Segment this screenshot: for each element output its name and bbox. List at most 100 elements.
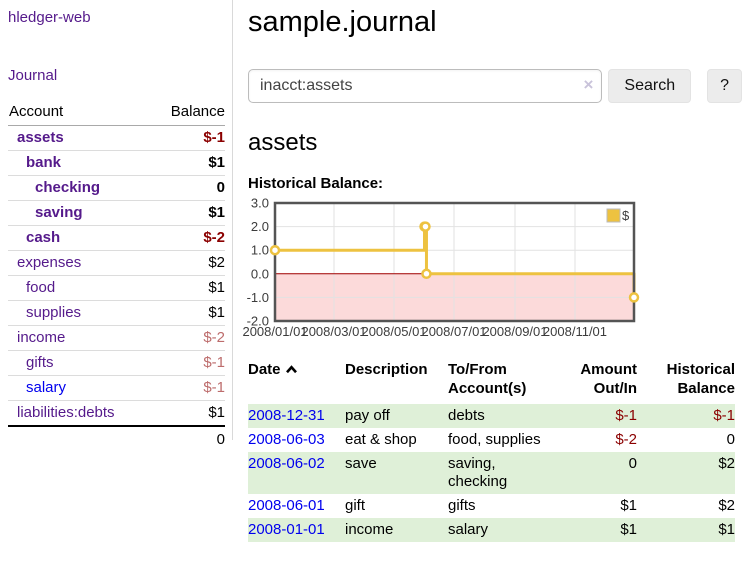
register-table-body: 2008-12-31 pay off debts $-1 $-1 2008-06-03 ea… <box>248 404 735 543</box>
account-balance: $1 <box>150 300 225 326</box>
account-row: food $1 <box>8 275 225 301</box>
register-header-accounts: To/From Account(s) <box>448 361 527 398</box>
transaction-date-link[interactable]: 2008-06-01 <box>248 497 325 515</box>
account-balance: $-2 <box>150 225 225 251</box>
page-title: sample.journal <box>248 6 437 38</box>
register-table: Date Description To/From Account(s) Amoun… <box>248 358 735 543</box>
help-button[interactable]: ? <box>707 69 742 104</box>
y-tick-label: 3.0 <box>251 196 269 211</box>
sidebar-item-journal[interactable]: Journal <box>8 67 58 84</box>
transaction-balance: $-1 <box>713 407 735 425</box>
x-tick-label: 2008/11/01 <box>543 324 607 339</box>
y-tick-label: -1.0 <box>247 290 269 305</box>
data-point-marker <box>421 268 432 280</box>
account-link-saving[interactable]: saving <box>35 204 83 221</box>
transaction-amount: $-1 <box>615 407 637 425</box>
register-row: 2008-06-01 gift gifts $1 $2 <box>248 494 735 518</box>
data-point-marker <box>420 221 431 233</box>
register-row: 2008-12-31 pay off debts $-1 $-1 <box>248 404 735 429</box>
account-link-bank[interactable]: bank <box>26 154 62 171</box>
search-field-wrap: × <box>248 69 603 104</box>
account-link-assets[interactable]: assets <box>17 129 64 146</box>
register-header-description: Description <box>345 361 428 379</box>
account-link-salary[interactable]: salary <box>26 379 67 396</box>
x-tick-label: 2008/07/01 <box>421 324 486 339</box>
y-tick-label: 2.0 <box>251 219 269 234</box>
register-row: 2008-06-03 eat & shop food, supplies $-2 0 <box>248 428 735 452</box>
search-row: × Search ? <box>248 69 742 104</box>
account-link-supplies[interactable]: supplies <box>26 304 82 321</box>
accounts-table: Account Balance assets $-1 bank $1 checking 0… <box>8 99 225 452</box>
data-point-marker <box>628 292 640 303</box>
transaction-date-link[interactable]: 2008-06-02 <box>248 455 325 473</box>
account-row: cash $-2 <box>8 225 225 251</box>
transaction-date-link[interactable]: 2008-06-03 <box>248 431 325 449</box>
account-link-cash[interactable]: cash <box>26 229 61 246</box>
x-tick-label: 2008/05/01 <box>361 324 426 339</box>
accounts-table-header: Account Balance <box>8 99 225 126</box>
accounts-total-row: 0 <box>8 425 225 452</box>
account-row: bank $1 <box>8 150 225 176</box>
sidebar: hledger-web Journal Account Balance asse… <box>0 0 233 452</box>
account-balance: $-1 <box>150 125 225 151</box>
sidebar-nav: Journal <box>8 67 225 84</box>
account-balance: $1 <box>150 150 225 176</box>
register-header-amount: Amount Out/In <box>580 361 637 398</box>
search-input[interactable] <box>248 69 603 104</box>
accounts-table-body: assets $-1 bank $1 checking 0 saving $1 cash $-2 e… <box>8 125 225 427</box>
transaction-description: gift <box>345 497 366 515</box>
account-link-liabilities-debts[interactable]: liabilities:debts <box>17 404 115 421</box>
account-balance: 0 <box>150 175 225 201</box>
plot-border <box>273 202 636 323</box>
transaction-balance: $2 <box>718 455 735 473</box>
account-link-income[interactable]: income <box>17 329 66 346</box>
account-row: gifts $-1 <box>8 350 225 376</box>
account-link-gifts[interactable]: gifts <box>26 354 54 371</box>
sort-ascending-icon <box>285 360 298 379</box>
clear-search-icon[interactable]: × <box>583 75 594 95</box>
transaction-description: income <box>345 521 394 539</box>
account-link-food[interactable]: food <box>26 279 56 296</box>
transaction-accounts: debts <box>448 407 485 425</box>
account-balance: $1 <box>150 400 225 427</box>
register-header-date-label: Date <box>248 361 281 379</box>
transaction-description: eat & shop <box>345 431 417 449</box>
legend-swatch <box>606 208 621 223</box>
y-tick-label: 0.0 <box>251 267 269 282</box>
transaction-accounts: saving, checking <box>448 455 508 491</box>
transaction-date-link[interactable]: 2008-01-01 <box>248 521 325 539</box>
account-balance: $-1 <box>150 375 225 401</box>
y-tick-label: -2.0 <box>247 314 269 329</box>
transaction-description: pay off <box>345 407 390 425</box>
transaction-date-link[interactable]: 2008-12-31 <box>248 407 325 425</box>
data-point-marker <box>269 245 281 256</box>
transaction-amount: $1 <box>620 497 637 515</box>
page: hledger-web Journal Account Balance asse… <box>0 0 742 543</box>
account-link-checking[interactable]: checking <box>35 179 101 196</box>
accounts-total-spacer <box>8 425 151 452</box>
register-header-date[interactable]: Date <box>248 358 345 404</box>
main-content: sample.journal × Search ? assets Histori… <box>233 0 742 543</box>
app-title: hledger-web <box>8 9 225 26</box>
account-heading: assets <box>248 129 318 157</box>
transaction-balance: $2 <box>718 497 735 515</box>
account-row: salary $-1 <box>8 375 225 401</box>
register-header-balance: Historical Balance <box>666 361 735 398</box>
transaction-accounts: food, supplies <box>448 431 541 449</box>
transaction-accounts: salary <box>448 521 489 539</box>
accounts-header-account: Account <box>8 99 151 126</box>
account-balance: $2 <box>150 250 225 276</box>
transaction-amount: $-2 <box>615 431 637 449</box>
app-title-link[interactable]: hledger-web <box>8 9 91 26</box>
account-link-expenses[interactable]: expenses <box>17 254 82 271</box>
transaction-description: save <box>345 455 377 473</box>
register-row: 2008-01-01 income salary $1 $1 <box>248 518 735 543</box>
search-button[interactable]: Search <box>608 69 692 104</box>
transaction-amount: $1 <box>620 521 637 539</box>
x-tick-label: 2008/03/01 <box>301 324 366 339</box>
chart-title: Historical Balance: <box>248 175 384 193</box>
transaction-accounts: gifts <box>448 497 476 515</box>
account-row: assets $-1 <box>8 125 225 151</box>
transaction-amount: 0 <box>628 455 637 473</box>
account-balance: $-1 <box>150 350 225 376</box>
